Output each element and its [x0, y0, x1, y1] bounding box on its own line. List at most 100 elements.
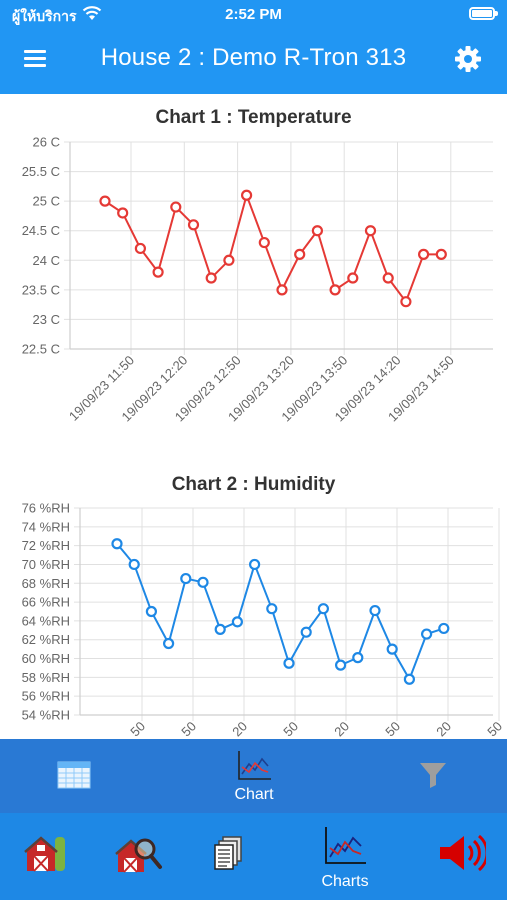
tab-charts-label: Charts — [321, 873, 369, 890]
temp-data-point — [347, 272, 359, 284]
hum-ytick-label: 68 %RH — [22, 576, 70, 591]
hum-xtick-label: 50 — [280, 719, 301, 739]
temp-data-point — [187, 219, 200, 231]
temp-data-point — [99, 195, 111, 207]
hum-data-point — [266, 603, 278, 615]
hum-ytick-label: 62 %RH — [22, 632, 70, 647]
temp-data-point — [223, 254, 235, 266]
hum-xtick-label: 50 — [127, 719, 148, 739]
filter-icon — [420, 763, 446, 788]
temp-data-point — [382, 272, 394, 284]
hum-data-point — [335, 659, 347, 671]
temp-data-point — [152, 266, 164, 278]
hum-ytick-label: 66 %RH — [22, 595, 70, 610]
temp-data-point — [329, 284, 341, 296]
temp-ytick-label: 24 C — [33, 253, 60, 268]
temp-data-point — [241, 189, 253, 201]
battery-icon — [469, 7, 498, 20]
hum-data-point — [317, 603, 329, 615]
hum-data-point — [352, 652, 364, 664]
gear-icon[interactable] — [453, 44, 483, 74]
temp-data-point — [205, 272, 217, 284]
hum-data-point — [145, 605, 157, 618]
hum-xtick-label: 20 — [433, 719, 454, 739]
tab-alarm[interactable] — [421, 813, 501, 900]
menu-button[interactable] — [20, 46, 50, 72]
temp-data-point — [294, 248, 306, 260]
hum-data-point — [283, 657, 295, 669]
hum-ytick-label: 64 %RH — [22, 613, 70, 628]
temp-ytick-label: 23.5 C — [22, 282, 60, 297]
hum-xtick-label: 20 — [331, 719, 352, 739]
charts-icon — [325, 827, 366, 864]
hum-xtick-label: 20 — [229, 719, 250, 739]
filter-button[interactable] — [379, 739, 489, 813]
temp-data-point — [364, 225, 377, 237]
hum-ytick-label: 56 %RH — [22, 689, 70, 704]
status-bar: ผู้ให้บริการ 2:52 PM — [0, 0, 507, 28]
chart-subnav: Chart — [0, 739, 507, 813]
hum-xtick-label: 50 — [382, 719, 403, 739]
hum-ytick-label: 70 %RH — [22, 557, 70, 572]
temp-ytick-label: 25.5 C — [22, 164, 60, 179]
tab-search-house[interactable] — [98, 813, 178, 900]
hum-data-point — [128, 558, 140, 571]
hum-ytick-label: 72 %RH — [22, 538, 70, 553]
hum-ytick-label: 60 %RH — [22, 651, 70, 666]
temp-ytick-label: 23 C — [33, 312, 60, 327]
hum-data-point — [249, 558, 261, 571]
tab-bar: Charts — [0, 813, 507, 900]
temp-data-point — [435, 248, 447, 260]
status-time: 2:52 PM — [225, 6, 282, 23]
hum-ytick-label: 58 %RH — [22, 670, 70, 685]
chart1-title: Chart 1 : Temperature — [155, 107, 352, 128]
temp-data-point — [170, 201, 182, 213]
carrier-label: ผู้ให้บริการ — [12, 8, 77, 24]
temp-data-point — [400, 296, 412, 308]
temp-data-point — [117, 207, 129, 219]
tab-house[interactable] — [6, 813, 86, 900]
hum-data-point — [300, 626, 312, 638]
temp-ytick-label: 24.5 C — [22, 223, 60, 238]
hum-data-point — [421, 628, 433, 640]
documents-icon — [214, 836, 242, 870]
temp-data-point — [258, 236, 270, 249]
subnav-chart-label: Chart — [234, 786, 274, 803]
barn-icon — [24, 836, 65, 872]
hum-data-point — [111, 538, 123, 550]
chart-icon — [238, 751, 271, 780]
temp-data-point — [134, 242, 146, 255]
tab-charts[interactable]: Charts — [305, 813, 385, 900]
hum-data-point — [438, 622, 450, 635]
hum-data-point — [163, 637, 175, 650]
chart2-title: Chart 2 : Humidity — [171, 474, 336, 495]
hum-xtick-label: 50 — [484, 719, 505, 739]
hum-data-point — [231, 616, 243, 628]
temp-ytick-label: 25 C — [33, 194, 60, 209]
top-bar: ผู้ให้บริการ 2:52 PM House 2 : Demo R-Tr… — [0, 0, 507, 94]
temp-data-point — [418, 248, 430, 260]
charts-panel[interactable]: Chart 1 : Temperature 26 C 25.5 C 25 C 24.5… — [0, 94, 507, 739]
tab-documents[interactable] — [189, 813, 269, 900]
table-view-button[interactable] — [19, 739, 129, 813]
table-icon — [57, 761, 91, 789]
temp-series-line — [104, 191, 442, 304]
page-title: House 2 : Demo R-Tron 313 — [100, 44, 407, 71]
humidity-chart: 76 %RH 74 %RH 72 %RH 70 %RH 68 %RH 66 %RH 64 %… — [22, 501, 506, 740]
temp-data-point — [311, 225, 323, 237]
hum-xtick-label: 50 — [178, 719, 199, 739]
hum-ytick-label: 76 %RH — [22, 501, 70, 516]
hum-data-point — [403, 673, 415, 685]
temperature-chart: 26 C 25.5 C 25 C 24.5 C 24 C 23.5 C 23 C 22.5 C… — [22, 135, 493, 424]
hum-data-point — [197, 576, 209, 588]
barn-search-icon — [115, 838, 162, 873]
hum-data-point — [369, 604, 381, 617]
wifi-icon — [82, 6, 102, 20]
temp-ytick-label: 26 C — [33, 135, 60, 150]
hum-ytick-label: 54 %RH — [22, 708, 70, 723]
chart-view-button[interactable]: Chart — [199, 739, 309, 813]
speaker-icon — [440, 834, 486, 872]
hum-series-line — [116, 543, 445, 682]
hum-data-point — [214, 623, 226, 635]
